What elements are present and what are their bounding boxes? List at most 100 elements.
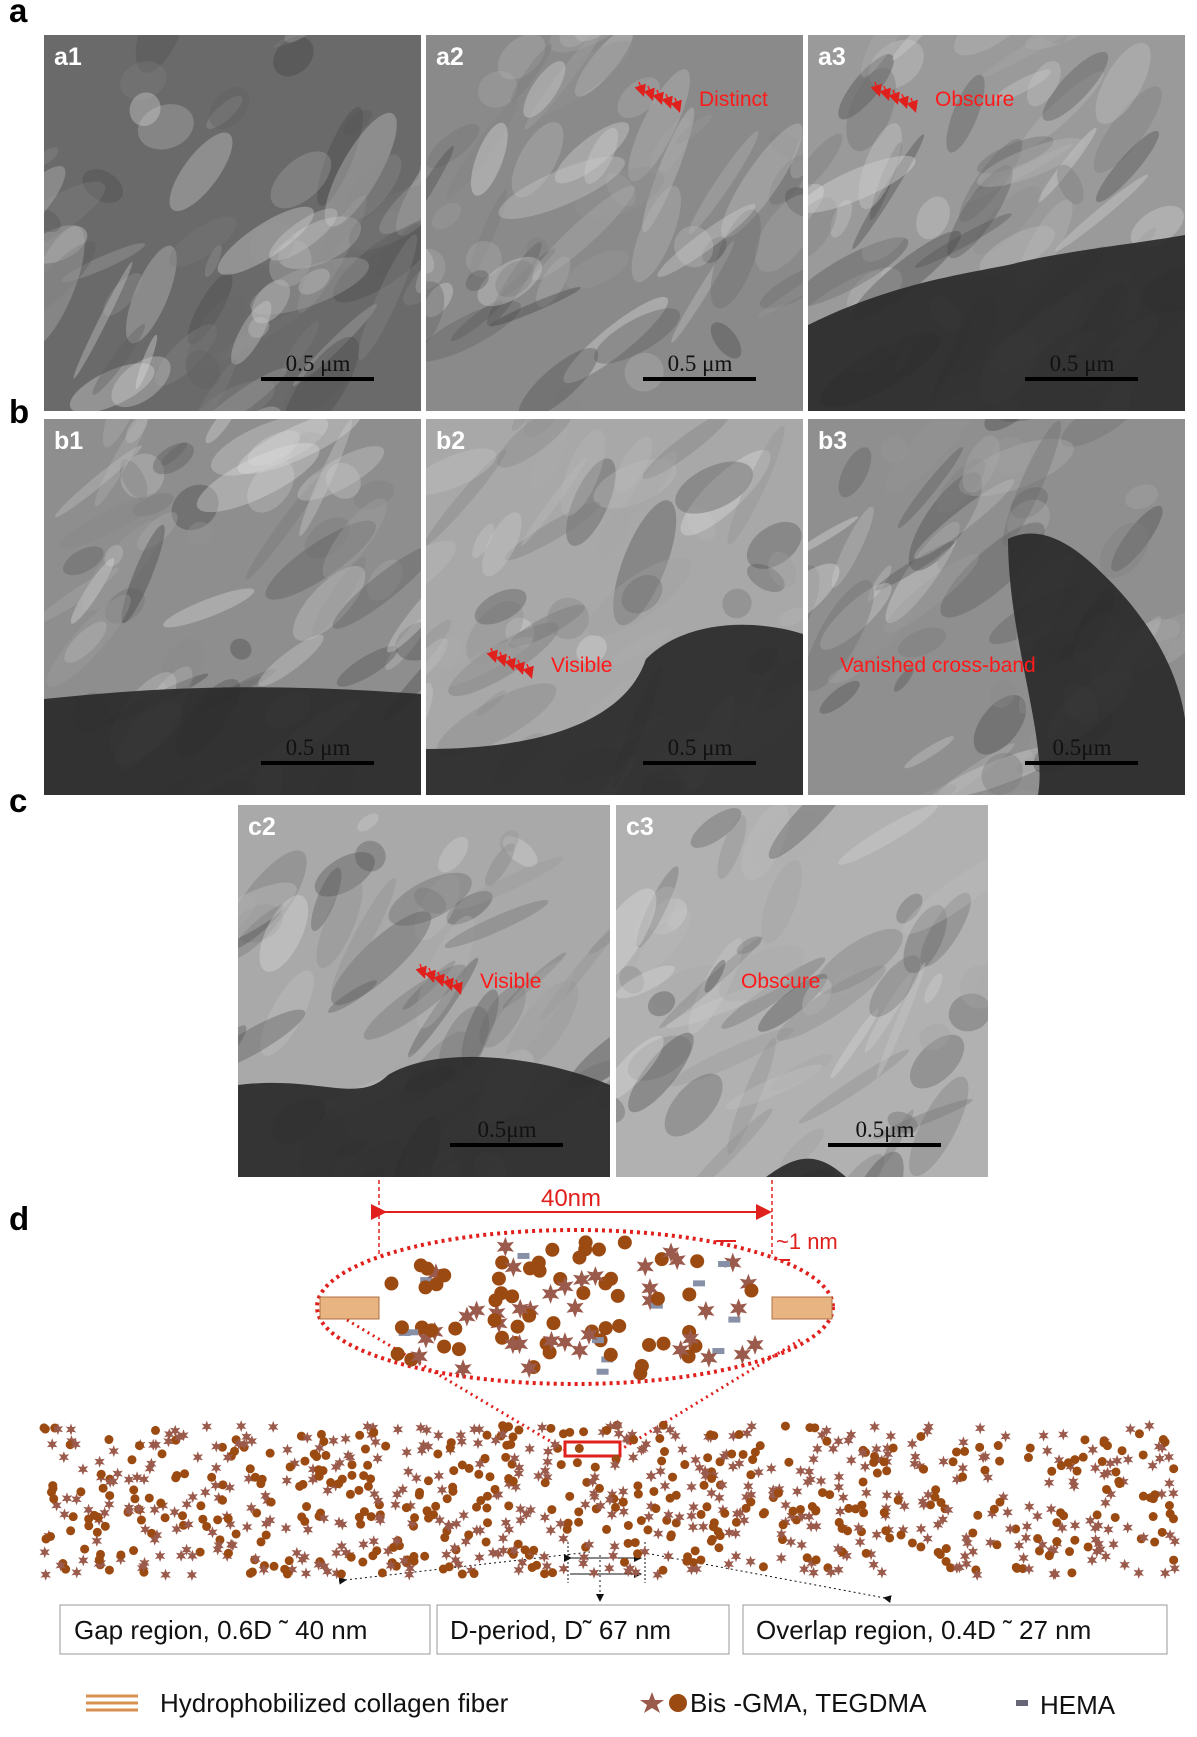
- particle: [612, 1319, 626, 1333]
- particle: [437, 1340, 451, 1354]
- particle: [391, 1347, 405, 1361]
- particle: [869, 1559, 879, 1571]
- particle: [459, 1509, 469, 1521]
- particle: [833, 1435, 843, 1447]
- group-label: c: [9, 782, 27, 819]
- particle: [879, 1457, 888, 1466]
- particle: [104, 1435, 113, 1444]
- particle: [532, 1256, 546, 1270]
- particle: [731, 1550, 741, 1562]
- particle: [942, 1544, 951, 1553]
- particle: [472, 1503, 481, 1512]
- particle: [922, 1533, 932, 1545]
- particle: [337, 1570, 346, 1579]
- particle: [712, 1348, 724, 1354]
- group-label: b: [9, 393, 29, 430]
- panel-label: a2: [436, 43, 464, 71]
- particle: [714, 1527, 723, 1536]
- particle: [410, 1513, 419, 1522]
- particle: [727, 1449, 736, 1458]
- particle: [1118, 1446, 1127, 1455]
- particle: [804, 1466, 814, 1478]
- particle: [1079, 1453, 1088, 1462]
- particle: [491, 1485, 500, 1494]
- particle: [1045, 1551, 1054, 1560]
- particle: [651, 1292, 665, 1306]
- particle: [76, 1487, 85, 1496]
- particle: [449, 1466, 458, 1475]
- particle: [574, 1518, 583, 1527]
- particle: [1134, 1567, 1144, 1579]
- particle: [1067, 1568, 1076, 1577]
- particle: [1111, 1467, 1120, 1476]
- particle: [211, 1462, 221, 1474]
- particle: [766, 1462, 776, 1474]
- particle: [938, 1456, 948, 1468]
- particle: [452, 1342, 466, 1356]
- particle: [504, 1501, 513, 1510]
- particle: [1102, 1485, 1111, 1494]
- annotation: Vanished cross-band: [840, 654, 1036, 677]
- texture: [0, 623, 25, 697]
- particle: [542, 1456, 552, 1468]
- particle: [735, 1430, 744, 1439]
- particle: [860, 1461, 870, 1473]
- particle: [663, 1550, 673, 1562]
- particle: [458, 1461, 467, 1470]
- particle: [285, 1556, 294, 1565]
- particle: [321, 1451, 330, 1460]
- particle: [1057, 1461, 1066, 1470]
- particle: [808, 1567, 818, 1579]
- particle: [539, 1551, 549, 1563]
- scale-bar-label: 0.5 μm: [668, 351, 733, 376]
- particle: [1168, 1487, 1178, 1499]
- particle: [958, 1472, 967, 1481]
- particle: [907, 1438, 917, 1450]
- particle: [1058, 1429, 1068, 1441]
- particle: [1115, 1479, 1124, 1488]
- scale-bar-label: 0.5μm: [478, 1117, 537, 1142]
- particle: [473, 1437, 483, 1449]
- particle: [718, 1261, 730, 1267]
- particle: [825, 1490, 834, 1499]
- particle: [384, 1277, 398, 1291]
- particle: [559, 1563, 569, 1575]
- particle: [653, 1528, 663, 1540]
- particle: [714, 1543, 723, 1552]
- particle: [710, 1518, 719, 1527]
- particle: [1169, 1556, 1178, 1565]
- particle: [346, 1490, 355, 1499]
- particle: [881, 1526, 890, 1535]
- particle: [99, 1484, 108, 1493]
- particle: [1150, 1490, 1159, 1499]
- annotation: Visible: [480, 970, 541, 993]
- particle: [494, 1286, 508, 1300]
- particle: [1144, 1420, 1154, 1432]
- particle: [161, 1513, 170, 1522]
- particle: [155, 1550, 165, 1562]
- texture: [800, 1188, 839, 1226]
- particle: [95, 1555, 104, 1564]
- particle: [882, 1489, 892, 1501]
- particle: [1135, 1429, 1144, 1438]
- particle: [437, 1268, 451, 1282]
- particle: [657, 1456, 666, 1465]
- particle: [360, 1507, 369, 1516]
- particle: [355, 1431, 364, 1440]
- particle: [511, 1320, 525, 1334]
- particle: [1170, 1562, 1180, 1574]
- particle: [548, 1568, 557, 1577]
- particle: [156, 1499, 165, 1508]
- particle: [433, 1449, 442, 1458]
- particle: [381, 1442, 390, 1451]
- particle: [720, 1509, 729, 1518]
- particle: [439, 1565, 448, 1574]
- particle: [604, 1562, 614, 1574]
- particle: [960, 1550, 970, 1562]
- particle: [492, 1272, 506, 1286]
- particle: [498, 1421, 507, 1430]
- particle: [509, 1477, 518, 1486]
- particle: [94, 1456, 104, 1468]
- particle: [66, 1424, 76, 1436]
- particle: [691, 1546, 700, 1555]
